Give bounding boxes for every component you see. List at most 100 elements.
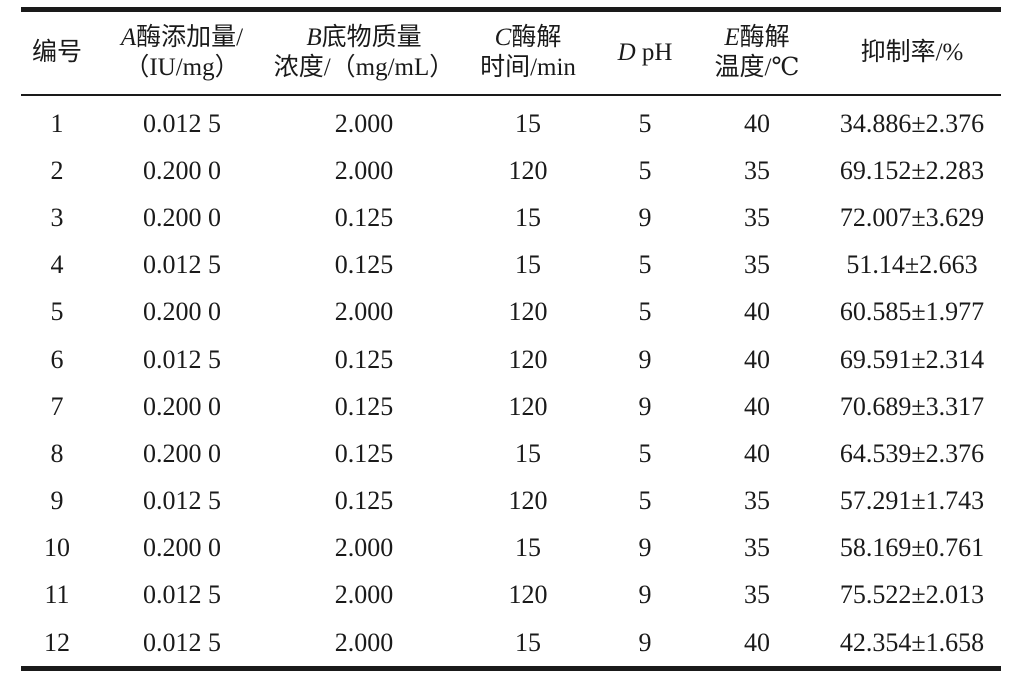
cell-hydrolysis-temperature: 35 — [744, 580, 770, 610]
header-variable: C — [494, 24, 512, 51]
cell-hydrolysis-time: 120 — [508, 297, 548, 327]
header-line1: D pH — [618, 39, 673, 66]
cell-inhibition-rate: 51.14±2.663 — [846, 250, 978, 280]
header-variable: B — [306, 24, 322, 51]
header-cell-substrate-concentration: B底物质量 浓度/（mg/mL） — [271, 10, 457, 96]
cell-inhibition-rate: 70.689±3.317 — [839, 391, 985, 421]
cell-hydrolysis-time: 120 — [508, 344, 548, 374]
cell-ph: 9 — [638, 202, 652, 232]
cell-substrate-concentration: 2.000 — [334, 533, 394, 563]
header-text: 酶解 — [511, 24, 562, 51]
header-variable: E — [724, 24, 740, 51]
table-row: 3 0.200 0 0.125 15 9 35 72.007±3.629 — [21, 194, 1001, 241]
header-text: 酶解 — [739, 24, 790, 51]
cell-id: 4 — [50, 250, 64, 280]
cell-substrate-concentration: 0.125 — [334, 438, 394, 468]
cell-enzyme-dose: 0.012 5 — [143, 486, 221, 516]
table-row: 12 0.012 5 2.000 15 9 40 42.354±1.658 — [21, 619, 1001, 669]
cell-id: 1 — [50, 108, 64, 138]
cell-enzyme-dose: 0.200 0 — [143, 391, 221, 421]
cell-hydrolysis-time: 15 — [515, 627, 541, 657]
header-line2: 温度/℃ — [714, 54, 800, 81]
cell-ph: 5 — [638, 108, 652, 138]
table-row: 6 0.012 5 0.125 120 9 40 69.591±2.314 — [21, 336, 1001, 383]
table-row: 1 0.012 5 2.000 15 5 40 34.886±2.376 — [21, 95, 1001, 147]
cell-enzyme-dose: 0.012 5 — [143, 250, 221, 280]
cell-inhibition-rate: 75.522±2.013 — [839, 580, 985, 610]
cell-inhibition-rate: 64.539±2.376 — [839, 438, 985, 468]
cell-ph: 9 — [638, 533, 652, 563]
cell-id: 8 — [50, 438, 64, 468]
header-text: pH — [635, 39, 673, 66]
header-text: 酶添加量/ — [136, 24, 244, 51]
header-line1: 抑制率/% — [861, 39, 964, 66]
cell-substrate-concentration: 2.000 — [334, 297, 394, 327]
cell-inhibition-rate: 42.354±1.658 — [839, 627, 985, 657]
cell-hydrolysis-time: 120 — [508, 486, 548, 516]
header-line2: （IU/mg） — [124, 54, 240, 81]
results-table-container: 编号 A酶添加量/ （IU/mg） B底物质量 浓度/（mg/mL） C酶解 时… — [21, 7, 1001, 671]
header-line1: B底物质量 — [306, 24, 421, 51]
table-row: 11 0.012 5 2.000 120 9 35 75.522±2.013 — [21, 572, 1001, 619]
cell-id: 2 — [50, 155, 64, 185]
cell-hydrolysis-temperature: 35 — [744, 202, 770, 232]
cell-id: 3 — [50, 202, 64, 232]
cell-hydrolysis-temperature: 40 — [744, 344, 770, 374]
cell-hydrolysis-temperature: 35 — [744, 533, 770, 563]
cell-hydrolysis-time: 15 — [515, 438, 541, 468]
cell-hydrolysis-temperature: 40 — [744, 391, 770, 421]
header-line2: 浓度/（mg/mL） — [273, 54, 455, 81]
table-row: 7 0.200 0 0.125 120 9 40 70.689±3.317 — [21, 383, 1001, 430]
cell-inhibition-rate: 34.886±2.376 — [839, 108, 985, 138]
cell-ph: 5 — [638, 486, 652, 516]
header-variable: A — [120, 24, 137, 51]
table-row: 10 0.200 0 2.000 15 9 35 58.169±0.761 — [21, 525, 1001, 572]
table-row: 8 0.200 0 0.125 15 5 40 64.539±2.376 — [21, 430, 1001, 477]
header-line1: 编号 — [32, 39, 82, 66]
cell-substrate-concentration: 2.000 — [334, 108, 394, 138]
header-text: 底物质量 — [321, 24, 422, 51]
cell-id: 5 — [50, 297, 64, 327]
header-text: 编号 — [31, 39, 82, 66]
cell-hydrolysis-temperature: 40 — [744, 627, 770, 657]
header-cell-hydrolysis-time: C酶解 时间/min — [457, 10, 599, 96]
cell-enzyme-dose: 0.012 5 — [143, 108, 221, 138]
table-row: 2 0.200 0 2.000 120 5 35 69.152±2.283 — [21, 147, 1001, 194]
cell-ph: 5 — [638, 250, 652, 280]
cell-id: 7 — [50, 391, 64, 421]
header-row: 编号 A酶添加量/ （IU/mg） B底物质量 浓度/（mg/mL） C酶解 时… — [21, 9, 1001, 96]
cell-enzyme-dose: 0.200 0 — [143, 533, 221, 563]
cell-inhibition-rate: 57.291±1.743 — [839, 486, 985, 516]
header-line1: E酶解 — [724, 24, 789, 51]
cell-substrate-concentration: 2.000 — [334, 155, 394, 185]
cell-ph: 9 — [638, 344, 652, 374]
header-cell-enzyme-dose: A酶添加量/ （IU/mg） — [93, 10, 271, 96]
cell-inhibition-rate: 60.585±1.977 — [839, 297, 985, 327]
header-cell-hydrolysis-temperature: E酶解 温度/℃ — [691, 10, 823, 96]
header-line2: 时间/min — [480, 54, 576, 81]
table-row: 4 0.012 5 0.125 15 5 35 51.14±2.663 — [21, 242, 1001, 289]
cell-enzyme-dose: 0.200 0 — [143, 438, 221, 468]
header-line1: C酶解 — [495, 24, 562, 51]
cell-inhibition-rate: 58.169±0.761 — [839, 533, 985, 563]
cell-substrate-concentration: 0.125 — [334, 486, 394, 516]
cell-enzyme-dose: 0.012 5 — [143, 580, 221, 610]
cell-substrate-concentration: 0.125 — [334, 344, 394, 374]
cell-hydrolysis-time: 120 — [508, 391, 548, 421]
cell-enzyme-dose: 0.200 0 — [143, 297, 221, 327]
cell-id: 6 — [50, 344, 64, 374]
cell-hydrolysis-time: 15 — [515, 533, 541, 563]
cell-substrate-concentration: 0.125 — [334, 391, 394, 421]
cell-hydrolysis-time: 15 — [515, 202, 541, 232]
cell-substrate-concentration: 2.000 — [334, 580, 394, 610]
header-text: 抑制率/% — [860, 39, 964, 66]
cell-hydrolysis-time: 120 — [508, 155, 548, 185]
cell-ph: 5 — [638, 297, 652, 327]
cell-hydrolysis-temperature: 40 — [744, 438, 770, 468]
cell-hydrolysis-time: 120 — [508, 580, 548, 610]
cell-enzyme-dose: 0.200 0 — [143, 202, 221, 232]
cell-ph: 5 — [638, 155, 652, 185]
cell-ph: 9 — [638, 391, 652, 421]
header-cell-id: 编号 — [21, 10, 93, 96]
header-variable: D — [617, 39, 636, 66]
